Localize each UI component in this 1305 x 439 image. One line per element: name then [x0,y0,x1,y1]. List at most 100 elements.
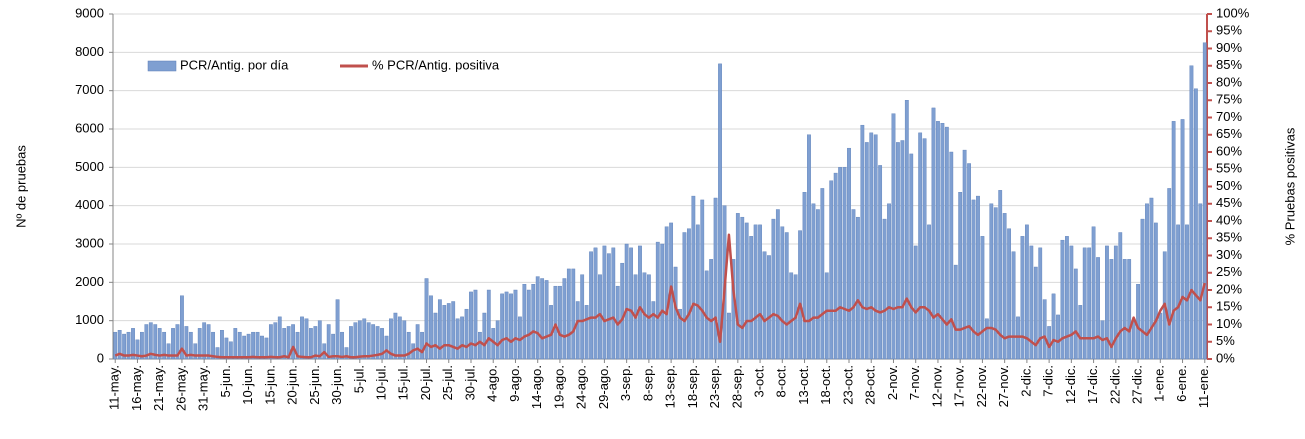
bar [126,331,131,360]
bar [317,320,322,360]
bar [1149,197,1154,360]
bar [1038,247,1043,360]
bar [651,301,656,360]
bar [958,192,963,360]
bar [762,251,767,360]
y2-tick-label: 80% [1216,74,1242,89]
y2-tick-label: 15% [1216,299,1242,314]
bar [282,328,287,360]
bar [962,149,967,360]
bar [153,324,158,360]
bar [1025,224,1029,360]
x-tick-label: 29-ago. [596,365,611,409]
bar [611,247,616,360]
bar [936,121,940,360]
bar [589,251,593,360]
bar [455,318,460,360]
bar [842,167,847,360]
bar [220,330,224,360]
bar [1002,213,1007,360]
y2-tick-label: 60% [1216,143,1242,158]
legend-label: PCR/Antig. por día [180,57,289,72]
bar [215,347,220,360]
x-tick-label: 22-dic. [1107,365,1122,404]
bar [184,326,189,360]
bar [429,295,433,360]
bar [193,343,198,360]
x-tick-label: 23-sep. [707,365,722,408]
bar [340,331,344,360]
bar [469,291,473,360]
x-tick-label: 30-jun. [329,365,344,405]
bar [575,301,580,360]
bar [638,245,642,360]
bar [357,320,362,360]
bar [526,289,531,360]
x-tick-label: 9-ago. [507,365,522,402]
bar [891,113,896,360]
y2-tick-label: 90% [1216,40,1242,55]
bar [255,331,260,360]
bar [380,328,384,360]
bar [353,322,358,360]
bar [268,324,273,360]
y2-tick-label: 20% [1216,281,1242,296]
x-tick-label: 27-nov. [996,365,1011,407]
bar [771,218,776,360]
x-tick-label: 25-jul. [440,365,455,400]
bar [162,331,167,360]
bar [922,138,927,360]
x-tick-label: 13-oct. [796,365,811,405]
bar [451,301,456,360]
bar [878,165,883,360]
bar [780,226,785,360]
bar [1189,65,1194,360]
bar [989,203,994,360]
y-tick-label: 9000 [75,5,104,20]
bar [442,305,447,360]
bar [695,224,700,360]
bar [971,199,976,360]
x-tick-label: 1-ene. [1152,365,1167,402]
y2-tick-label: 70% [1216,109,1242,124]
bar [1113,245,1118,360]
bar [767,255,771,360]
y-tick-label: 6000 [75,120,104,135]
bar [509,293,513,360]
bar [691,195,696,360]
y2-tick-label: 50% [1216,178,1242,193]
bar [1056,314,1060,360]
bar [224,337,229,360]
bar [366,322,371,360]
bar [531,284,536,360]
bar [927,224,931,360]
x-tick-label: 19-ago. [551,365,566,409]
bar [1158,312,1163,360]
bar [980,236,985,360]
bar [500,293,505,360]
bar [887,203,891,360]
bar [873,134,878,360]
y2-tick-label: 55% [1216,161,1242,176]
x-tick-label: 13-sep. [663,365,678,408]
bar [206,324,211,360]
bar [544,280,549,360]
bar [940,123,945,360]
bar [660,243,665,360]
bar [415,324,420,360]
bar [464,308,469,360]
bar [820,188,825,360]
bar [1171,121,1176,360]
bar [1060,239,1065,360]
bar [1091,226,1096,360]
y-tick-label: 0 [97,350,104,365]
bar [117,330,122,360]
bar [851,209,856,360]
y2-tick-label: 95% [1216,23,1242,38]
bar [295,331,300,360]
bar [913,245,918,360]
bar [424,278,429,360]
y2-tick-label: 5% [1216,333,1235,348]
bar [228,341,233,360]
